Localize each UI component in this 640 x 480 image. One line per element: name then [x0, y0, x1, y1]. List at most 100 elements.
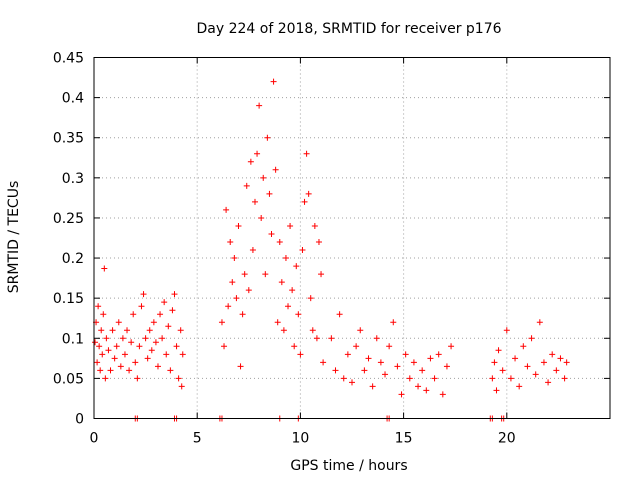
data-point: [111, 355, 118, 362]
data-point: [126, 367, 133, 374]
data-point: [152, 339, 159, 346]
data-point: [540, 359, 547, 366]
data-point: [313, 335, 320, 342]
data-point: [161, 299, 168, 306]
data-point: [134, 375, 141, 382]
data-point: [301, 198, 308, 205]
data-point: [163, 351, 170, 358]
data-point: [113, 343, 120, 350]
data-point: [178, 383, 185, 390]
data-point: [282, 255, 289, 262]
x-tick-label: 15: [395, 431, 413, 447]
data-point: [100, 311, 107, 318]
data-point: [270, 78, 277, 85]
data-point: [373, 335, 380, 342]
data-point: [103, 335, 110, 342]
data-point: [512, 355, 519, 362]
data-points: [92, 78, 570, 422]
data-point: [157, 311, 164, 318]
data-point: [291, 343, 298, 350]
data-point: [117, 363, 124, 370]
y-tick-label: 0.1: [62, 331, 84, 347]
axis-ticks: 0 0.05 0.1 0.15 0.2 0.25 0.3 0.35 0.4 0.45 0 5 10 15 2…: [53, 51, 610, 447]
y-tick-label: 0.4: [62, 91, 84, 107]
data-point: [119, 335, 126, 342]
data-point: [262, 271, 269, 278]
data-point: [353, 343, 360, 350]
data-point: [237, 363, 244, 370]
data-point: [303, 150, 310, 157]
data-point: [175, 375, 182, 382]
data-point: [229, 279, 236, 286]
x-axis-label: GPS time / hours: [290, 458, 407, 474]
data-point: [171, 291, 178, 298]
y-tick-label: 0.35: [53, 131, 84, 147]
data-point: [268, 230, 275, 237]
data-point: [243, 182, 250, 189]
data-point: [97, 367, 104, 374]
data-point: [499, 367, 506, 374]
data-point: [394, 363, 401, 370]
data-point: [293, 263, 300, 270]
data-point: [561, 375, 568, 382]
data-point: [315, 239, 322, 246]
data-point: [328, 335, 335, 342]
data-point: [138, 303, 145, 310]
data-point: [287, 222, 294, 229]
data-point: [406, 375, 413, 382]
data-point: [524, 363, 531, 370]
data-point: [493, 387, 500, 394]
data-point: [245, 287, 252, 294]
data-point: [507, 375, 514, 382]
chart-title: Day 224 of 2018, SRMTID for receiver p17…: [196, 21, 501, 37]
data-point: [169, 307, 176, 314]
y-tick-label: 0.05: [53, 371, 84, 387]
data-point: [239, 311, 246, 318]
data-point: [435, 351, 442, 358]
data-point: [398, 391, 405, 398]
data-point: [532, 371, 539, 378]
data-point: [340, 375, 347, 382]
data-point: [154, 363, 161, 370]
data-point: [144, 355, 151, 362]
plot-frame: [93, 57, 611, 419]
data-point: [109, 327, 116, 334]
data-point: [448, 343, 455, 350]
data-point: [223, 206, 230, 213]
data-point: [165, 323, 172, 330]
data-point: [563, 359, 570, 366]
data-point: [549, 351, 556, 358]
data-point: [431, 375, 438, 382]
data-point: [177, 327, 184, 334]
data-point: [311, 222, 318, 229]
data-point: [266, 190, 273, 197]
data-point: [274, 319, 281, 326]
y-tick-label: 0.2: [62, 251, 84, 267]
data-point: [225, 303, 232, 310]
data-point: [516, 383, 523, 390]
y-tick-label: 0.25: [53, 211, 84, 227]
data-point: [101, 265, 108, 272]
y-tick-label: 0.3: [62, 171, 84, 187]
data-point: [390, 319, 397, 326]
data-point: [130, 311, 137, 318]
x-tick-label: 20: [498, 431, 516, 447]
data-point: [115, 319, 122, 326]
data-point: [99, 351, 106, 358]
data-point: [361, 367, 368, 374]
data-point: [423, 387, 430, 394]
data-point: [402, 351, 409, 358]
data-point: [150, 319, 157, 326]
data-point: [95, 303, 102, 310]
data-point: [382, 371, 389, 378]
data-point: [332, 367, 339, 374]
data-point: [369, 383, 376, 390]
data-point: [148, 347, 155, 354]
data-point: [297, 351, 304, 358]
data-point: [136, 343, 143, 350]
data-point: [344, 351, 351, 358]
data-point: [491, 359, 498, 366]
y-axis-label: SRMTID / TECUs: [6, 181, 22, 294]
data-point: [278, 279, 285, 286]
x-tick-label: 0: [90, 431, 99, 447]
